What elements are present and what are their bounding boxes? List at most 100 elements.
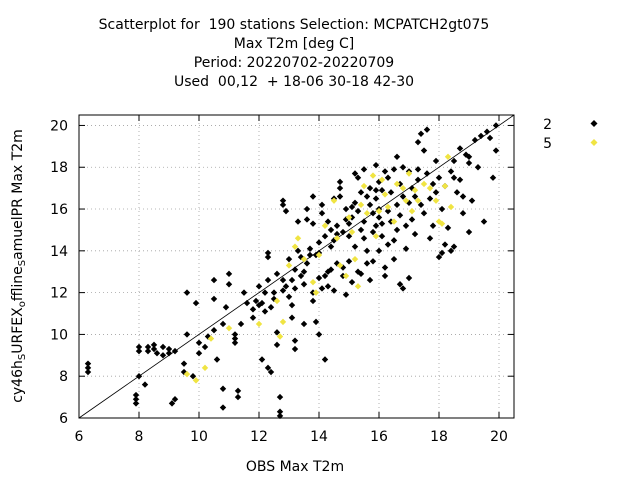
scatter-point-series-2	[234, 393, 242, 401]
scatter-point-series-2	[372, 195, 380, 202]
y-tick-label: 8	[59, 369, 68, 385]
scatter-point-series-2	[399, 285, 407, 292]
scatter-point-series-5	[312, 289, 320, 296]
x-tick-label: 6	[75, 429, 84, 445]
scatter-point-series-2	[411, 230, 419, 238]
scatter-point-series-5	[363, 210, 371, 217]
x-tick-label: 16	[370, 429, 388, 445]
scatter-point-series-2	[489, 174, 497, 181]
scatter-point-series-5	[342, 272, 350, 280]
scatter-point-series-2	[348, 278, 356, 286]
y-axis-label-part-4: amuelPR Max T2m	[10, 129, 26, 260]
scatter-point-series-2	[171, 395, 179, 403]
scatter-point-series-5	[420, 180, 428, 188]
scatter-point-series-2	[243, 299, 251, 307]
scatter-point-series-2	[132, 395, 140, 403]
scatter-point-series-2	[351, 243, 359, 250]
scatter-point-series-5	[399, 184, 407, 192]
scatter-point-series-2	[264, 364, 272, 372]
plot-frame	[78, 114, 515, 419]
scatter-point-series-2	[372, 187, 380, 194]
scatter-point-series-2	[414, 176, 422, 183]
scatter-point-series-2	[240, 289, 248, 296]
scatter-point-series-2	[333, 230, 341, 238]
x-tick-label: 10	[190, 429, 208, 445]
scatter-point-series-2	[306, 251, 314, 259]
scatter-point-series-2	[276, 393, 284, 401]
scatter-point-series-2	[321, 356, 329, 363]
scatter-point-series-2	[381, 168, 389, 175]
scatter-point-series-2	[354, 207, 362, 215]
scatter-point-series-2	[201, 343, 209, 351]
scatter-point-series-2	[351, 199, 359, 206]
scatter-point-series-2	[309, 193, 317, 200]
scatter-point-series-2	[291, 285, 299, 292]
chart-title-line-1: Scatterplot for 190 stations Selection: …	[98, 17, 490, 33]
scatter-point-series-2	[390, 255, 398, 263]
scatter-point-series-2	[330, 287, 338, 294]
scatter-point-series-2	[252, 297, 260, 305]
scatter-point-series-2	[420, 147, 428, 154]
scatter-point-series-2	[345, 220, 353, 227]
scatter-point-series-5	[345, 214, 353, 221]
scatter-point-series-5	[348, 228, 356, 236]
scatter-point-series-2	[159, 343, 167, 351]
scatter-point-series-2	[279, 276, 287, 284]
scatter-point-series-2	[261, 289, 269, 296]
scatter-point-series-5	[330, 197, 338, 204]
y-tick-label: 18	[50, 160, 68, 176]
scatter-point-series-5	[408, 207, 416, 215]
scatter-point-series-2	[393, 201, 401, 209]
scatter-point-series-2	[135, 373, 143, 380]
scatter-point-series-2	[324, 218, 332, 225]
y-axis-label-subscript-3: S	[17, 260, 28, 266]
scatter-point-series-5	[402, 197, 410, 204]
scatter-point-series-2	[432, 157, 440, 165]
scatter-point-series-2	[273, 270, 281, 278]
chart-title-line-2: Max T2m [deg C]	[233, 36, 355, 52]
scatter-point-series-5	[321, 222, 329, 229]
scatter-point-series-5	[381, 191, 389, 198]
scatter-point-series-2	[219, 320, 227, 328]
scatter-point-series-2	[384, 241, 392, 248]
scatter-point-series-2	[474, 164, 482, 171]
legend-label-series-5: 5	[543, 136, 552, 152]
scatter-point-series-5	[378, 176, 386, 183]
legend-marker-series-2	[590, 120, 598, 127]
scatter-point-series-2	[447, 168, 455, 175]
scatter-point-series-2	[414, 138, 422, 146]
y-axis-label-part-2: URFEX	[10, 307, 26, 354]
scatter-point-series-2	[432, 189, 440, 196]
scatter-point-series-2	[306, 245, 314, 252]
scatter-point-series-5	[315, 251, 323, 259]
data-points	[84, 122, 500, 420]
scatter-point-series-2	[354, 174, 362, 181]
scatter-point-series-2	[210, 276, 218, 284]
scatter-point-series-2	[300, 281, 308, 288]
x-tick-label: 18	[430, 429, 448, 445]
scatter-point-series-2	[411, 193, 419, 200]
scatter-point-series-2	[405, 274, 413, 282]
scatter-point-series-5	[369, 172, 377, 179]
scatter-point-series-2	[471, 136, 479, 144]
scatter-point-series-2	[399, 193, 407, 200]
scatter-point-series-5	[225, 324, 233, 332]
chart-title-line-3: Period: 20220702-20220709	[193, 55, 395, 71]
scatter-point-series-2	[132, 400, 140, 407]
axis-ticks: 6 8 10 12 14 16 18 20 6 8 10 12 14 16 18 20	[50, 115, 514, 445]
scatter-point-series-2	[270, 289, 278, 296]
scatter-point-series-2	[435, 253, 443, 261]
scatter-point-series-2	[423, 170, 431, 177]
scatter-point-series-5	[336, 262, 344, 269]
scatter-point-series-2	[321, 272, 329, 280]
scatter-point-series-5	[384, 203, 392, 211]
one-to-one-line	[78, 114, 515, 419]
scatter-point-series-2	[492, 122, 500, 129]
scatter-point-series-5	[357, 201, 365, 209]
scatter-point-series-5	[183, 370, 191, 378]
scatter-point-series-2	[231, 335, 239, 342]
scatter-point-series-2	[450, 243, 458, 250]
scatter-point-series-5	[441, 182, 449, 190]
scatter-point-series-2	[381, 272, 389, 280]
